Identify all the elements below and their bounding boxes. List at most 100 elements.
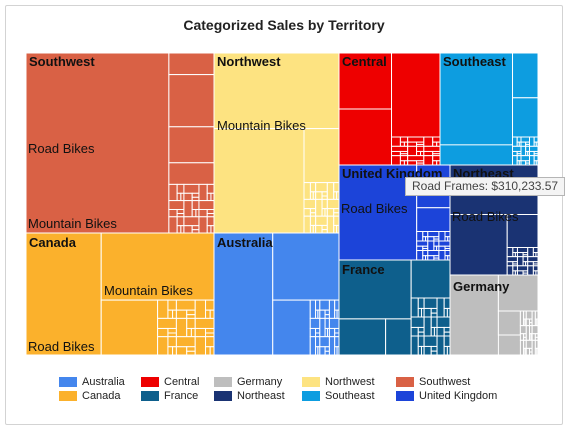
product-tile-northwest[interactable] bbox=[326, 198, 340, 210]
product-tile-france[interactable] bbox=[423, 307, 432, 318]
product-tile-central[interactable] bbox=[432, 160, 438, 166]
product-tile-united-kingdom[interactable] bbox=[422, 231, 429, 238]
product-tile-canada[interactable] bbox=[194, 327, 207, 338]
product-tile-northeast[interactable] bbox=[506, 214, 538, 248]
product-tile-germany[interactable] bbox=[519, 325, 527, 335]
product-tile-australia[interactable] bbox=[319, 317, 326, 338]
product-tile-united-kingdom[interactable] bbox=[438, 250, 446, 261]
product-tile-northeast[interactable] bbox=[512, 247, 518, 254]
product-tile-southwest[interactable] bbox=[206, 183, 215, 194]
legend-item-northwest[interactable]: Northwest bbox=[302, 376, 375, 389]
product-tile-southwest[interactable] bbox=[191, 225, 200, 231]
product-tile-france[interactable] bbox=[410, 316, 425, 328]
product-tile-australia[interactable] bbox=[324, 350, 330, 355]
product-tile-canada[interactable] bbox=[26, 232, 102, 355]
product-tile-southwest[interactable] bbox=[183, 192, 193, 202]
product-tile-southwest[interactable] bbox=[206, 216, 215, 227]
product-tile-southwest[interactable] bbox=[176, 183, 185, 194]
product-tile-canada[interactable] bbox=[175, 336, 196, 348]
product-tile-germany[interactable] bbox=[531, 325, 538, 335]
product-tile-southwest[interactable] bbox=[198, 216, 208, 234]
product-tile-united-kingdom[interactable] bbox=[427, 236, 435, 242]
product-tile-france[interactable] bbox=[423, 345, 432, 355]
product-tile-northeast[interactable] bbox=[506, 261, 514, 267]
product-tile-northeast[interactable] bbox=[532, 265, 538, 272]
product-tile-france[interactable] bbox=[417, 297, 425, 309]
product-tile-northeast[interactable] bbox=[527, 256, 538, 263]
product-tile-united-kingdom[interactable] bbox=[422, 250, 429, 257]
product-tile-australia[interactable] bbox=[213, 232, 274, 355]
product-tile-northwest[interactable] bbox=[333, 208, 340, 214]
product-tile-canada[interactable] bbox=[167, 309, 174, 319]
product-tile-southwest[interactable] bbox=[183, 183, 200, 194]
product-tile-southeast[interactable] bbox=[520, 136, 531, 143]
product-tile-central[interactable] bbox=[416, 145, 425, 152]
product-tile-central[interactable] bbox=[407, 145, 418, 157]
product-tile-australia[interactable] bbox=[315, 336, 321, 348]
product-tile-northwest[interactable] bbox=[315, 182, 328, 193]
product-tile-australia[interactable] bbox=[272, 232, 340, 301]
legend-item-france[interactable]: France bbox=[141, 390, 198, 403]
product-tile-australia[interactable] bbox=[319, 309, 326, 319]
product-tile-northeast[interactable] bbox=[506, 265, 514, 276]
product-tile-northwest[interactable] bbox=[309, 182, 317, 193]
product-tile-france[interactable] bbox=[443, 297, 451, 309]
product-tile-canada[interactable] bbox=[167, 332, 177, 338]
product-tile-northwest[interactable] bbox=[326, 182, 335, 200]
product-tile-united-kingdom[interactable] bbox=[444, 250, 451, 257]
product-tile-france[interactable] bbox=[338, 259, 412, 320]
product-tile-northwest[interactable] bbox=[315, 224, 323, 234]
product-tile-southwest[interactable] bbox=[183, 216, 200, 227]
product-tile-australia[interactable] bbox=[328, 299, 336, 319]
product-tile-canada[interactable] bbox=[186, 309, 196, 316]
product-tile-southeast[interactable] bbox=[512, 136, 518, 147]
product-tile-canada[interactable] bbox=[194, 317, 215, 329]
product-tile-france[interactable] bbox=[436, 297, 445, 318]
product-tile-northeast[interactable] bbox=[522, 256, 529, 263]
product-tile-northeast[interactable] bbox=[516, 265, 529, 272]
product-tile-france[interactable] bbox=[423, 297, 438, 309]
product-tile-southwest[interactable] bbox=[191, 209, 197, 218]
product-tile-northwest[interactable] bbox=[321, 195, 328, 200]
product-tile-southeast[interactable] bbox=[525, 145, 531, 152]
product-tile-france[interactable] bbox=[430, 312, 438, 318]
product-tile-southeast[interactable] bbox=[529, 145, 538, 152]
product-tile-france[interactable] bbox=[436, 335, 445, 355]
product-tile-canada[interactable] bbox=[175, 299, 196, 311]
product-tile-canada[interactable] bbox=[205, 336, 215, 348]
product-tile-northeast[interactable] bbox=[535, 252, 538, 258]
product-tile-central[interactable] bbox=[391, 136, 401, 147]
product-tile-australia[interactable] bbox=[334, 327, 340, 334]
product-tile-australia[interactable] bbox=[324, 317, 330, 329]
product-tile-northwest[interactable] bbox=[309, 212, 317, 217]
product-tile-australia[interactable] bbox=[328, 327, 336, 338]
product-tile-southeast[interactable] bbox=[520, 155, 531, 162]
product-tile-australia[interactable] bbox=[319, 299, 330, 311]
product-tile-northwest[interactable] bbox=[309, 215, 317, 226]
product-tile-central[interactable] bbox=[391, 53, 441, 138]
product-tile-northwest[interactable] bbox=[303, 198, 317, 210]
product-tile-germany[interactable] bbox=[536, 318, 538, 327]
product-tile-france[interactable] bbox=[385, 318, 412, 355]
product-tile-canada[interactable] bbox=[172, 346, 177, 355]
product-tile-canada[interactable] bbox=[186, 350, 196, 355]
product-tile-australia[interactable] bbox=[319, 336, 330, 348]
product-tile-southeast[interactable] bbox=[516, 155, 522, 162]
product-tile-southeast[interactable] bbox=[535, 141, 538, 147]
product-tile-canada[interactable] bbox=[175, 346, 188, 355]
product-tile-canada[interactable] bbox=[157, 336, 169, 355]
product-tile-southwest[interactable] bbox=[176, 225, 182, 234]
product-tile-central[interactable] bbox=[423, 155, 434, 166]
product-tile-united-kingdom[interactable] bbox=[438, 240, 451, 247]
product-tile-central[interactable] bbox=[399, 141, 405, 147]
product-tile-central[interactable] bbox=[432, 155, 441, 162]
product-tile-australia[interactable] bbox=[328, 336, 336, 355]
product-tile-canada[interactable] bbox=[157, 299, 169, 319]
product-tile-northeast[interactable] bbox=[516, 256, 524, 267]
product-tile-united-kingdom[interactable] bbox=[416, 240, 429, 247]
product-tile-australia[interactable] bbox=[328, 317, 340, 329]
product-tile-central[interactable] bbox=[423, 150, 434, 157]
product-tile-germany[interactable] bbox=[536, 347, 538, 355]
product-tile-germany[interactable] bbox=[525, 310, 533, 320]
product-tile-canada[interactable] bbox=[205, 309, 211, 319]
